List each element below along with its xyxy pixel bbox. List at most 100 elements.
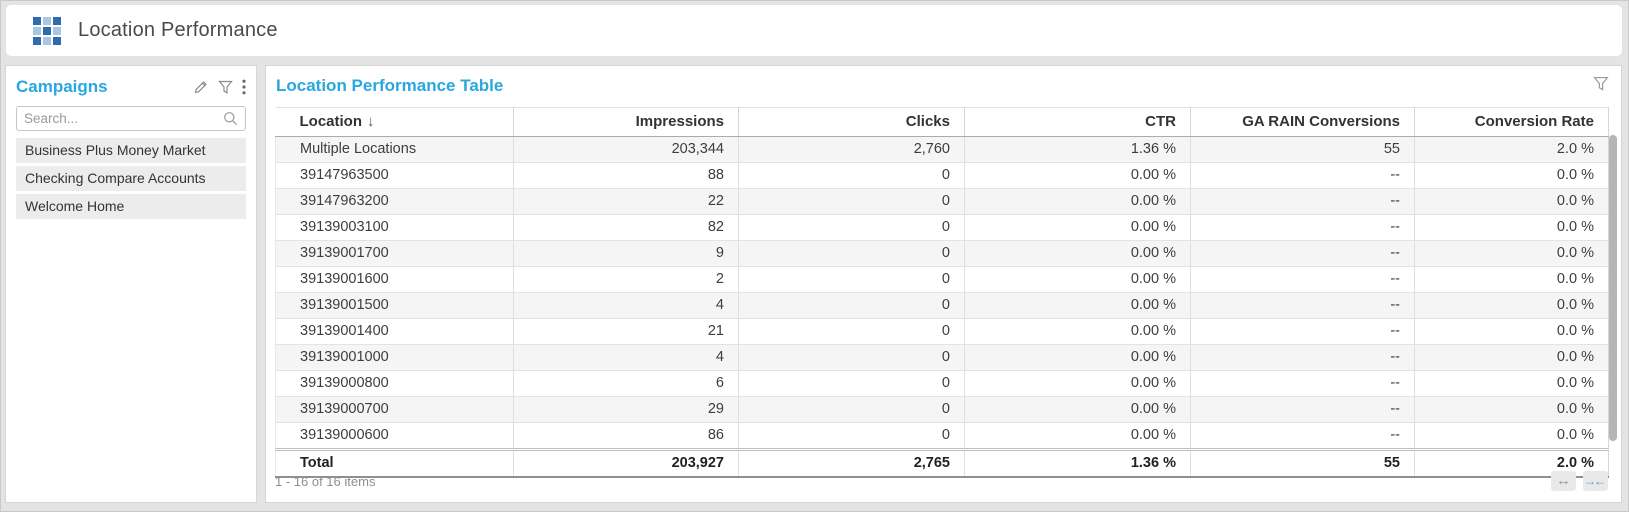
cell-conversion-rate: 0.0 %	[1414, 214, 1609, 241]
cell-conversion-rate: 0.0 %	[1414, 396, 1609, 423]
column-header-location[interactable]: Location ↓	[275, 107, 514, 137]
cell-clicks: 0	[738, 396, 965, 423]
cell-conversions: --	[1190, 188, 1415, 215]
cell-conversion-rate: 2.0 %	[1414, 136, 1609, 163]
cell-conversion-rate: 0.0 %	[1414, 266, 1609, 293]
cell-impressions: 21	[513, 318, 739, 345]
cell-clicks: 0	[738, 370, 965, 397]
campaigns-panel: Campaigns	[5, 65, 257, 503]
cell-location: 39139000700	[275, 396, 514, 423]
table-row: 39139001600 2 0 0.00 % -- 0.0 %	[275, 266, 1609, 293]
cell-ctr: 0.00 %	[964, 240, 1191, 267]
campaigns-title: Campaigns	[16, 77, 108, 96]
column-header-clicks[interactable]: Clicks	[738, 107, 965, 137]
cell-impressions: 6	[513, 370, 739, 397]
collapse-columns-button[interactable]: →←	[1583, 471, 1608, 491]
column-header-conversions[interactable]: GA RAIN Conversions	[1190, 107, 1415, 137]
campaigns-menu-button[interactable]	[242, 79, 246, 95]
cell-ctr: 0.00 %	[964, 188, 1191, 215]
total-conversions: 55	[1190, 448, 1415, 478]
cell-conversions: --	[1190, 344, 1415, 371]
cell-impressions: 82	[513, 214, 739, 241]
fit-column-width-button[interactable]: ↔	[1551, 471, 1576, 491]
campaign-list-item[interactable]: Business Plus Money Market	[16, 138, 246, 163]
app-header: Location Performance	[5, 4, 1623, 57]
table-row: 39139001700 9 0 0.00 % -- 0.0 %	[275, 240, 1609, 267]
cell-location: 39139000800	[275, 370, 514, 397]
cell-ctr: 0.00 %	[964, 266, 1191, 293]
cell-impressions: 22	[513, 188, 739, 215]
cell-conversions: --	[1190, 162, 1415, 189]
column-header-label: Location	[299, 113, 363, 130]
kebab-menu-icon	[242, 79, 246, 95]
table-header-row: Location ↓ Impressions Clicks CTR GA RAIN…	[275, 107, 1609, 137]
campaign-item-label: Checking Compare Accounts	[25, 170, 206, 186]
search-input[interactable]	[24, 111, 223, 126]
app-logo-grid-icon	[33, 16, 61, 45]
cell-ctr: 0.00 %	[964, 162, 1191, 189]
sort-descending-icon: ↓	[367, 113, 375, 130]
cell-location: 39139001500	[275, 292, 514, 319]
edit-button[interactable]	[193, 79, 209, 95]
cell-conversion-rate: 0.0 %	[1414, 188, 1609, 215]
total-ctr: 1.36 %	[964, 448, 1191, 478]
cell-conversions: --	[1190, 370, 1415, 397]
table-body: Multiple Locations 203,344 2,760 1.36 % …	[275, 136, 1609, 450]
column-header-ctr[interactable]: CTR	[964, 107, 1191, 137]
campaign-list-item[interactable]: Welcome Home	[16, 194, 246, 219]
table-row: 39139001000 4 0 0.00 % -- 0.0 %	[275, 344, 1609, 371]
campaign-list-item[interactable]: Checking Compare Accounts	[16, 166, 246, 191]
table-row: 39147963200 22 0 0.00 % -- 0.0 %	[275, 188, 1609, 215]
cell-impressions: 4	[513, 292, 739, 319]
cell-clicks: 0	[738, 240, 965, 267]
cell-conversions: --	[1190, 214, 1415, 241]
total-clicks: 2,765	[738, 448, 965, 478]
campaign-item-label: Business Plus Money Market	[25, 142, 206, 158]
cell-conversions: 55	[1190, 136, 1415, 163]
cell-location: 39139001600	[275, 266, 514, 293]
table-filter-button[interactable]	[1593, 76, 1609, 92]
cell-ctr: 0.00 %	[964, 370, 1191, 397]
campaign-item-label: Welcome Home	[25, 198, 125, 214]
vertical-scrollbar-thumb[interactable]	[1609, 135, 1617, 441]
cell-impressions: 203,344	[513, 136, 739, 163]
cell-location: 39139001400	[275, 318, 514, 345]
search-icon	[224, 112, 238, 126]
campaigns-filter-button[interactable]	[218, 80, 233, 95]
table-row: 39139000600 86 0 0.00 % -- 0.0 %	[275, 422, 1609, 450]
column-header-impressions[interactable]: Impressions	[513, 107, 739, 137]
total-conversion-rate: 2.0 %	[1414, 448, 1609, 478]
pagination-status: 1 - 16 of 16 items	[275, 473, 376, 489]
cell-location: Multiple Locations	[275, 136, 514, 163]
cell-clicks: 0	[738, 318, 965, 345]
total-label: Total	[275, 448, 514, 478]
cell-conversions: --	[1190, 240, 1415, 267]
cell-impressions: 9	[513, 240, 739, 267]
cell-ctr: 1.36 %	[964, 136, 1191, 163]
cell-clicks: 0	[738, 266, 965, 293]
page-title: Location Performance	[78, 19, 278, 41]
table-title: Location Performance Table	[276, 76, 504, 95]
collapse-horizontal-icon: →←	[1584, 473, 1606, 488]
cell-ctr: 0.00 %	[964, 344, 1191, 371]
cell-conversions: --	[1190, 266, 1415, 293]
cell-impressions: 86	[513, 422, 739, 450]
cell-clicks: 0	[738, 422, 965, 450]
cell-impressions: 88	[513, 162, 739, 189]
filter-icon	[1593, 77, 1609, 91]
cell-clicks: 0	[738, 344, 965, 371]
table-row: 39147963500 88 0 0.00 % -- 0.0 %	[275, 162, 1609, 189]
table-row: 39139000800 6 0 0.00 % -- 0.0 %	[275, 370, 1609, 397]
column-header-conversion-rate[interactable]: Conversion Rate	[1414, 107, 1609, 137]
cell-location: 39139000600	[275, 422, 514, 450]
cell-clicks: 0	[738, 292, 965, 319]
cell-ctr: 0.00 %	[964, 318, 1191, 345]
cell-impressions: 2	[513, 266, 739, 293]
cell-conversion-rate: 0.0 %	[1414, 318, 1609, 345]
location-performance-table: Location ↓ Impressions Clicks CTR GA RAIN…	[275, 107, 1609, 478]
cell-conversions: --	[1190, 422, 1415, 450]
table-row: Multiple Locations 203,344 2,760 1.36 % …	[275, 136, 1609, 163]
cell-ctr: 0.00 %	[964, 422, 1191, 450]
cell-conversions: --	[1190, 396, 1415, 423]
